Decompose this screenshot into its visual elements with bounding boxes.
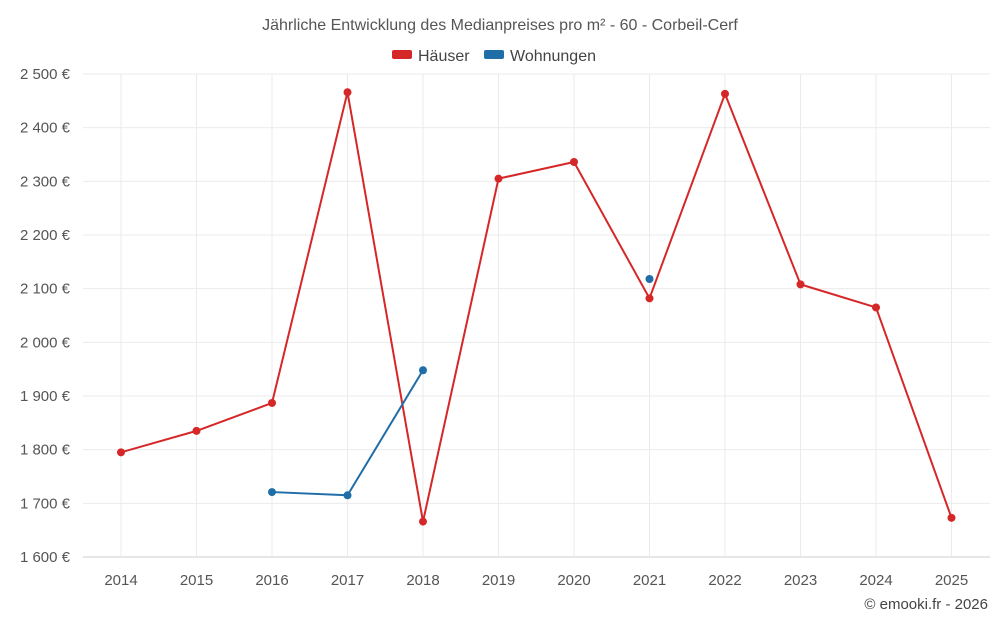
y-tick-label: 1 700 € <box>20 495 71 512</box>
data-point[interactable] <box>494 174 503 183</box>
y-tick-label: 1 600 € <box>20 549 71 566</box>
x-tick-label: 2017 <box>331 572 364 589</box>
legend-item-wohnungen[interactable]: Wohnungen <box>484 48 596 65</box>
x-tick-label: 2022 <box>708 572 741 589</box>
chart-title: Jährliche Entwicklung des Medianpreises … <box>262 17 738 34</box>
legend-label-wohnungen: Wohnungen <box>510 48 596 65</box>
x-axis-ticks: 2014 2015 2016 2017 2018 2019 2020 2021 2022 2023… <box>104 572 968 589</box>
legend-label-haeuser: Häuser <box>418 48 470 65</box>
data-point[interactable] <box>570 158 578 167</box>
series-wohnungen <box>268 275 654 500</box>
y-tick-label: 2 400 € <box>20 120 71 137</box>
y-tick-label: 2 100 € <box>20 281 71 298</box>
data-point[interactable] <box>192 426 201 435</box>
x-tick-label: 2015 <box>180 572 213 589</box>
y-tick-label: 2 000 € <box>20 334 71 351</box>
data-point[interactable] <box>645 275 654 284</box>
data-point[interactable] <box>343 88 352 97</box>
data-point[interactable] <box>117 448 125 457</box>
y-tick-label: 2 300 € <box>20 173 71 190</box>
data-point[interactable] <box>872 303 880 312</box>
x-tick-label: 2024 <box>859 572 892 589</box>
x-tick-label: 2020 <box>557 572 590 589</box>
grid <box>83 73 990 558</box>
y-tick-label: 1 900 € <box>20 388 71 405</box>
y-tick-label: 2 200 € <box>20 227 71 244</box>
legend: Häuser Wohnungen <box>392 48 596 65</box>
data-point[interactable] <box>796 280 805 289</box>
legend-swatch-wohnungen <box>484 50 504 59</box>
plot-series <box>117 88 956 526</box>
data-point[interactable] <box>419 517 427 526</box>
y-tick-label: 1 800 € <box>20 442 71 459</box>
series-line <box>120 91 953 523</box>
x-tick-label: 2018 <box>406 572 439 589</box>
series-haeuser <box>117 88 956 526</box>
data-point[interactable] <box>343 491 352 500</box>
x-tick-label: 2023 <box>784 572 817 589</box>
data-point[interactable] <box>419 366 427 375</box>
x-tick-label: 2025 <box>935 572 968 589</box>
legend-swatch-haeuser <box>392 50 412 59</box>
x-tick-label: 2021 <box>633 572 666 589</box>
data-point[interactable] <box>947 513 956 522</box>
data-point[interactable] <box>721 89 729 98</box>
data-point[interactable] <box>645 294 654 303</box>
x-tick-label: 2014 <box>104 572 137 589</box>
legend-item-haeuser[interactable]: Häuser <box>392 48 470 65</box>
y-axis-ticks: 1 600 € 1 700 € 1 800 € 1 900 € 2 000 € 2 100… <box>20 66 71 566</box>
data-point[interactable] <box>268 398 276 407</box>
y-tick-label: 2 500 € <box>20 66 71 83</box>
x-tick-label: 2016 <box>255 572 288 589</box>
x-tick-label: 2019 <box>482 572 515 589</box>
data-point[interactable] <box>268 488 276 497</box>
copyright-footer: © emooki.fr - 2026 <box>864 596 988 613</box>
